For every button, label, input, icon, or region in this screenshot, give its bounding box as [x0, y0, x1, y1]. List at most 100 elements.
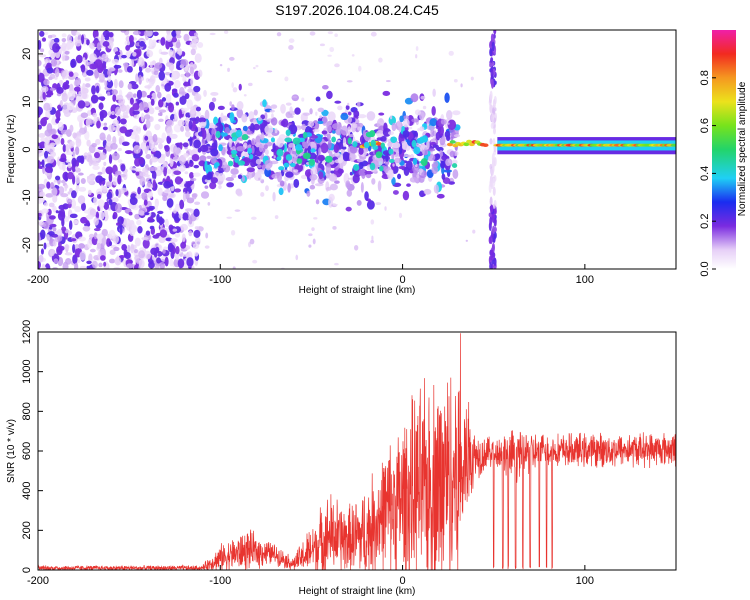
spectrogram-cell: [453, 134, 461, 138]
spectrogram-cell: [61, 179, 66, 184]
spectrogram-cell: [301, 123, 307, 131]
spectrogram-cell: [134, 237, 141, 247]
spectrogram-cell: [369, 162, 376, 171]
spectrogram-cell: [80, 34, 85, 45]
spectrogram-cell: [135, 194, 142, 199]
spectrogram-cell: [327, 139, 332, 149]
spectrogram-cell: [253, 66, 256, 70]
spectrogram-cell: [66, 198, 73, 205]
spectrogram-cell: [150, 98, 155, 106]
spectrogram-cell: [292, 151, 297, 155]
spectrogram-cell: [154, 106, 161, 111]
spectrogram-cell: [172, 156, 181, 162]
spectrogram-cell: [78, 91, 83, 96]
spectrogram-cell: [87, 189, 92, 196]
spectrogram-cell: [218, 144, 223, 152]
spectrogram-cell: [164, 218, 169, 228]
spectrogram-cell: [491, 160, 495, 170]
spectrogram-cell: [180, 125, 185, 132]
spectrogram-cell: [180, 241, 187, 249]
spectrogram-cell: [194, 201, 201, 205]
spectrogram-cell: [446, 134, 451, 142]
spectrogram-cell: [78, 243, 85, 249]
spectrogram-cell: [139, 40, 146, 47]
spectrogram-cell: [251, 216, 257, 220]
spectrogram-cell: [302, 131, 308, 139]
spectrogram-cell: [334, 152, 340, 157]
spectrogram-cell: [178, 109, 183, 119]
spectrogram-cell: [149, 61, 153, 68]
spectrogram-cell: [108, 172, 113, 183]
spectrogram-cell: [243, 94, 247, 97]
spectrogram-cell: [153, 74, 160, 78]
spectrogram-cell: [100, 255, 106, 261]
spectrogram-cell: [272, 143, 276, 152]
spectrogram-cell: [414, 109, 421, 116]
spectrogram-cell: [379, 135, 387, 142]
spectrogram-cell: [149, 225, 155, 230]
spectrogram-cell: [340, 154, 344, 160]
spectrogram-cell: [155, 85, 161, 93]
spectrogram-cell: [279, 180, 285, 187]
spectrogram-cell: [174, 188, 182, 193]
spectrogram-cell: [193, 164, 200, 169]
spectrogram-cell: [237, 139, 240, 143]
spectrogram-cell: [295, 254, 299, 261]
spectrogram-cell: [241, 134, 249, 141]
spectrogram-cell: [143, 114, 151, 120]
spectrogram-cell: [319, 43, 325, 47]
spectrogram-cell: [80, 177, 86, 184]
spectrogram-cell: [54, 67, 60, 78]
spectrogram-cell: [79, 251, 87, 261]
spectrogram-cell: [108, 199, 113, 206]
spectrogram-cell: [337, 139, 341, 143]
spectrogram-cell: [79, 265, 87, 269]
spectrogram-cell: [283, 162, 290, 168]
spectrogram-cell: [81, 92, 88, 100]
spectrogram-cell: [71, 190, 77, 199]
spectrogram-cell: [128, 211, 133, 216]
spectrogram-cell: [91, 142, 97, 148]
spectrogram-cell: [185, 112, 191, 118]
spectrogram-cell: [82, 82, 86, 93]
spectrogram-cell: [43, 78, 50, 86]
spectrogram-cell: [370, 219, 375, 225]
spectrogram-cell: [210, 177, 218, 184]
spectrogram-cell: [362, 129, 366, 138]
spectrogram-cell: [453, 79, 458, 83]
spectrogram-cell: [189, 35, 197, 39]
spectrogram-x-tick-label: -100: [209, 274, 231, 286]
spectrogram-cell: [62, 144, 67, 153]
spectrogram-cell: [315, 96, 321, 102]
spectrogram-cell: [129, 97, 134, 105]
spectrogram-cell: [411, 118, 420, 123]
spectrogram-cell: [125, 104, 131, 114]
spectrogram-cell: [389, 158, 395, 163]
spectrogram-cell: [52, 205, 57, 213]
spectrogram-cell: [334, 100, 342, 104]
spectrogram-cell: [119, 118, 127, 125]
snr-x-tick-label: -100: [209, 575, 231, 587]
spectrogram-cell: [192, 243, 200, 249]
spectrogram-cell: [150, 156, 159, 163]
spectrogram-cell: [441, 134, 446, 145]
spectrogram-cell: [170, 238, 178, 243]
spectrogram-cell: [232, 266, 236, 269]
spectrogram-cell: [278, 187, 284, 196]
spectrogram-cell: [173, 146, 179, 157]
spectrogram-cell: [328, 173, 338, 182]
spectrogram-cell: [114, 203, 123, 213]
spectrogram-cell: [372, 145, 379, 151]
spectrogram-cell: [309, 233, 312, 237]
spectrogram-cell: [418, 168, 424, 174]
spectrogram-cell: [93, 217, 99, 226]
spectrogram-cell: [179, 199, 185, 210]
spectrogram-cell: [490, 78, 494, 89]
spectrogram-cell: [41, 159, 45, 168]
spectrogram-cell: [193, 32, 199, 37]
spectrogram-cell: [390, 136, 398, 144]
spectrogram-cell: [38, 106, 43, 116]
snr-y-tick-label: 600: [21, 442, 33, 460]
spectrogram-cell: [171, 71, 178, 81]
spectrogram-cell: [450, 136, 454, 141]
